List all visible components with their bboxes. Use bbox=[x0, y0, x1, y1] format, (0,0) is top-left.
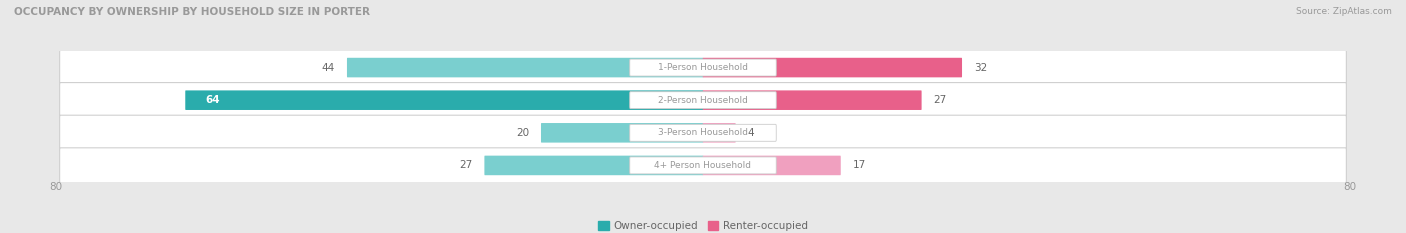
Text: 32: 32 bbox=[974, 63, 987, 72]
FancyBboxPatch shape bbox=[703, 58, 962, 77]
Text: 20: 20 bbox=[516, 128, 529, 138]
FancyBboxPatch shape bbox=[703, 90, 921, 110]
Text: 27: 27 bbox=[460, 161, 472, 170]
FancyBboxPatch shape bbox=[630, 124, 776, 141]
FancyBboxPatch shape bbox=[485, 156, 703, 175]
Text: Source: ZipAtlas.com: Source: ZipAtlas.com bbox=[1296, 7, 1392, 16]
Text: 64: 64 bbox=[205, 95, 221, 105]
Legend: Owner-occupied, Renter-occupied: Owner-occupied, Renter-occupied bbox=[595, 217, 811, 233]
FancyBboxPatch shape bbox=[59, 115, 1347, 151]
FancyBboxPatch shape bbox=[703, 156, 841, 175]
FancyBboxPatch shape bbox=[703, 123, 735, 143]
Text: 27: 27 bbox=[934, 95, 946, 105]
FancyBboxPatch shape bbox=[59, 50, 1347, 85]
FancyBboxPatch shape bbox=[59, 82, 1347, 118]
Text: 44: 44 bbox=[322, 63, 335, 72]
Text: 80: 80 bbox=[49, 182, 63, 192]
FancyBboxPatch shape bbox=[630, 59, 776, 76]
FancyBboxPatch shape bbox=[347, 58, 703, 77]
Text: 3-Person Household: 3-Person Household bbox=[658, 128, 748, 137]
Text: 80: 80 bbox=[1343, 182, 1357, 192]
Text: 17: 17 bbox=[852, 161, 866, 170]
Text: 4+ Person Household: 4+ Person Household bbox=[655, 161, 751, 170]
FancyBboxPatch shape bbox=[186, 90, 703, 110]
Text: OCCUPANCY BY OWNERSHIP BY HOUSEHOLD SIZE IN PORTER: OCCUPANCY BY OWNERSHIP BY HOUSEHOLD SIZE… bbox=[14, 7, 370, 17]
FancyBboxPatch shape bbox=[630, 92, 776, 109]
FancyBboxPatch shape bbox=[59, 148, 1347, 183]
FancyBboxPatch shape bbox=[630, 157, 776, 174]
Text: 4: 4 bbox=[748, 128, 754, 138]
Text: 2-Person Household: 2-Person Household bbox=[658, 96, 748, 105]
Text: 1-Person Household: 1-Person Household bbox=[658, 63, 748, 72]
FancyBboxPatch shape bbox=[541, 123, 703, 143]
